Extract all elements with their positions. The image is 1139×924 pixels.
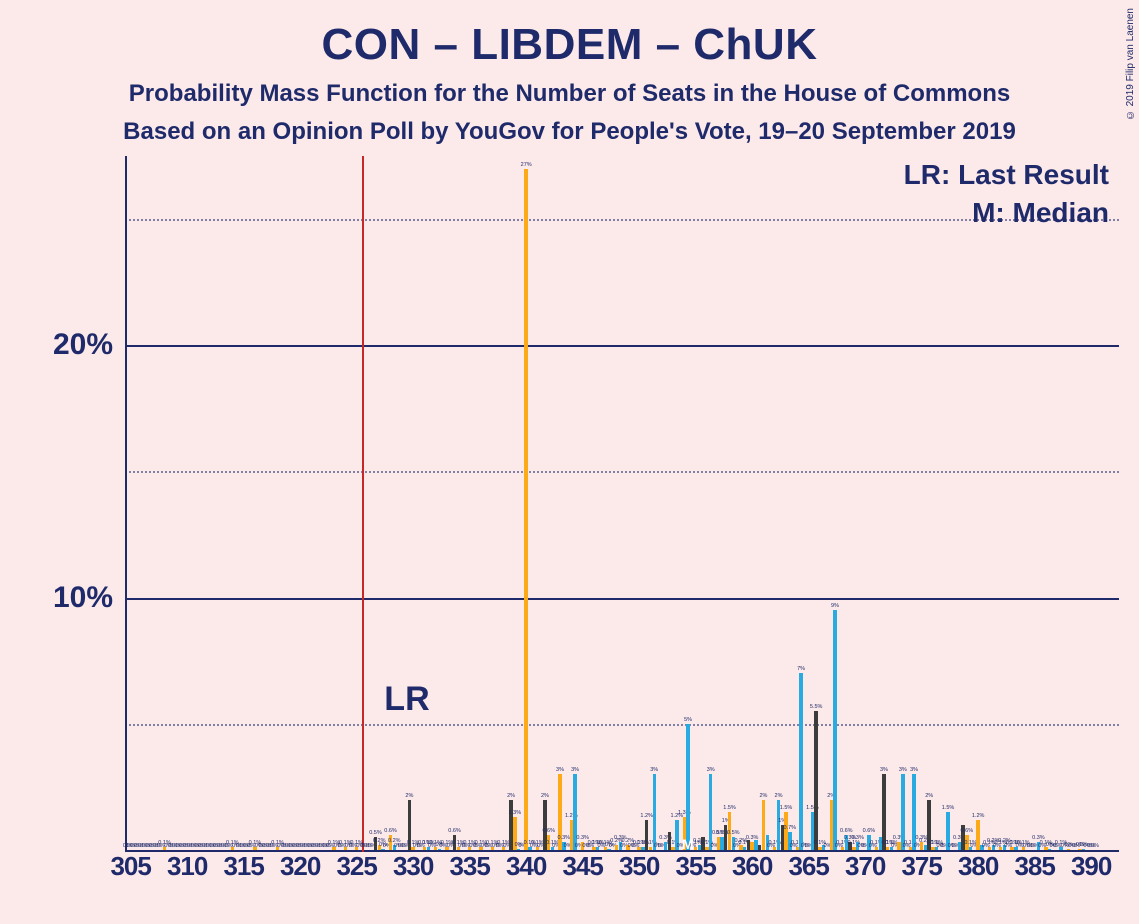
bar-value-label: 0.6% xyxy=(384,828,397,835)
bar-value-label: 0.6% xyxy=(542,828,555,835)
bar-value-label: 0.5% xyxy=(727,830,740,837)
bar-group: 0%1.3%5% xyxy=(679,724,690,850)
x-tick-label: 345 xyxy=(562,851,602,882)
x-tick-label: 335 xyxy=(449,851,489,882)
chart-subtitle-1: Probability Mass Function for the Number… xyxy=(0,80,1139,108)
bar-value-label: 0.6% xyxy=(961,828,974,835)
bar-value-label: 2% xyxy=(405,793,413,800)
x-tick-label: 315 xyxy=(223,851,263,882)
x-tick-label: 325 xyxy=(336,851,376,882)
x-tick-label: 340 xyxy=(506,851,546,882)
x-tick-label: 320 xyxy=(280,851,320,882)
x-tick-label: 310 xyxy=(167,851,207,882)
bar-group: 0%1.2%3% xyxy=(566,774,577,850)
y-tick-label: 20% xyxy=(53,328,113,362)
bar-group: 0%3%0.3% xyxy=(554,774,565,850)
x-tick-label: 385 xyxy=(1014,851,1054,882)
x-tick-label: 360 xyxy=(732,851,772,882)
bar-value-label: 2% xyxy=(775,793,783,800)
bar-value-label: 27% xyxy=(521,162,532,169)
bar-value-label: 5% xyxy=(684,717,692,724)
bar-group: 0%0.1%2% xyxy=(769,800,780,850)
bar-value-label: 5.5% xyxy=(810,704,823,711)
x-tick-label: 350 xyxy=(619,851,659,882)
bar-value-label: 7% xyxy=(797,666,805,673)
y-axis: 10% 20% xyxy=(20,156,125,850)
x-tick-label: 375 xyxy=(901,851,941,882)
bar-value-label: 3% xyxy=(899,767,907,774)
x-tick-label: 355 xyxy=(675,851,715,882)
bar-value-label: 2% xyxy=(925,793,933,800)
legend-lr: LR: Last Result xyxy=(904,159,1109,191)
x-axis: 3053103153203253303353403453503553603653… xyxy=(125,845,1119,890)
bar-group: 5.5%0.1% xyxy=(814,711,825,850)
bar: 5.5% xyxy=(814,711,817,850)
bar-value-label: 2% xyxy=(541,793,549,800)
bar-value-label: 0.6% xyxy=(448,828,461,835)
bar-value-label: 3% xyxy=(571,767,579,774)
bar: 5% xyxy=(686,724,689,850)
bar: 3% xyxy=(653,774,656,850)
bar-value-label: 3% xyxy=(707,767,715,774)
bar-value-label: 3% xyxy=(880,767,888,774)
bar-value-label: 2% xyxy=(507,793,515,800)
legend-m: M: Median xyxy=(904,197,1109,229)
bar-group: 0%0.1%7% xyxy=(792,673,803,850)
x-tick-label: 365 xyxy=(788,851,828,882)
bar-group: 0%0.3%3% xyxy=(893,774,904,850)
x-tick-label: 305 xyxy=(110,851,150,882)
bar-value-label: 1.5% xyxy=(780,805,793,812)
bar-value-label: 3% xyxy=(910,767,918,774)
bar-group: 3%0.1%0.1% xyxy=(882,774,893,850)
bar-group: 0%27%0.1% xyxy=(521,169,532,850)
bar-group: 0%2%9% xyxy=(826,610,837,850)
legend: LR: Last Result M: Median xyxy=(904,159,1109,235)
chart-title: CON – LIBDEM – ChUK xyxy=(0,0,1139,70)
bar-value-label: 1.2% xyxy=(640,813,653,820)
bar-value-label: 2% xyxy=(759,793,767,800)
bar-value-label: 1.5% xyxy=(942,805,955,812)
bar-value-label: 3% xyxy=(650,767,658,774)
bar-value-label: 0.6% xyxy=(840,828,853,835)
y-tick-label: 10% xyxy=(53,581,113,615)
lr-line xyxy=(362,156,364,852)
x-tick-label: 330 xyxy=(393,851,433,882)
copyright-text: © 2019 Filip van Laenen xyxy=(1125,8,1136,120)
bar-value-label: 1.5% xyxy=(723,805,736,812)
bar-value-label: 3% xyxy=(556,767,564,774)
x-tick-label: 370 xyxy=(845,851,885,882)
bar: 3% xyxy=(882,774,885,850)
bar: 9% xyxy=(833,610,836,850)
lr-label: LR xyxy=(384,680,429,719)
bar-value-label: 9% xyxy=(831,603,839,610)
chart-area: 10% 20% LR: Last Result M: Median LR0%0%0… xyxy=(20,156,1119,894)
bar-value-label: 0.6% xyxy=(863,828,876,835)
bar-value-label: 0.5% xyxy=(369,830,382,837)
bar-group: 0%0.1%3% xyxy=(905,774,916,850)
x-tick-label: 380 xyxy=(958,851,998,882)
bar-group: 1.2%0.1%3% xyxy=(645,774,656,850)
bar-value-label: 1.2% xyxy=(972,813,985,820)
x-tick-label: 390 xyxy=(1071,851,1111,882)
plot-area: LR: Last Result M: Median LR0%0%0%0%0%0%… xyxy=(125,156,1119,852)
bar: 27% xyxy=(524,169,527,850)
bar-group: 0.1%3% xyxy=(701,774,712,850)
chart-subtitle-2: Based on an Opinion Poll by YouGov for P… xyxy=(0,118,1139,146)
bar-value-label: 1.3% xyxy=(509,810,522,817)
